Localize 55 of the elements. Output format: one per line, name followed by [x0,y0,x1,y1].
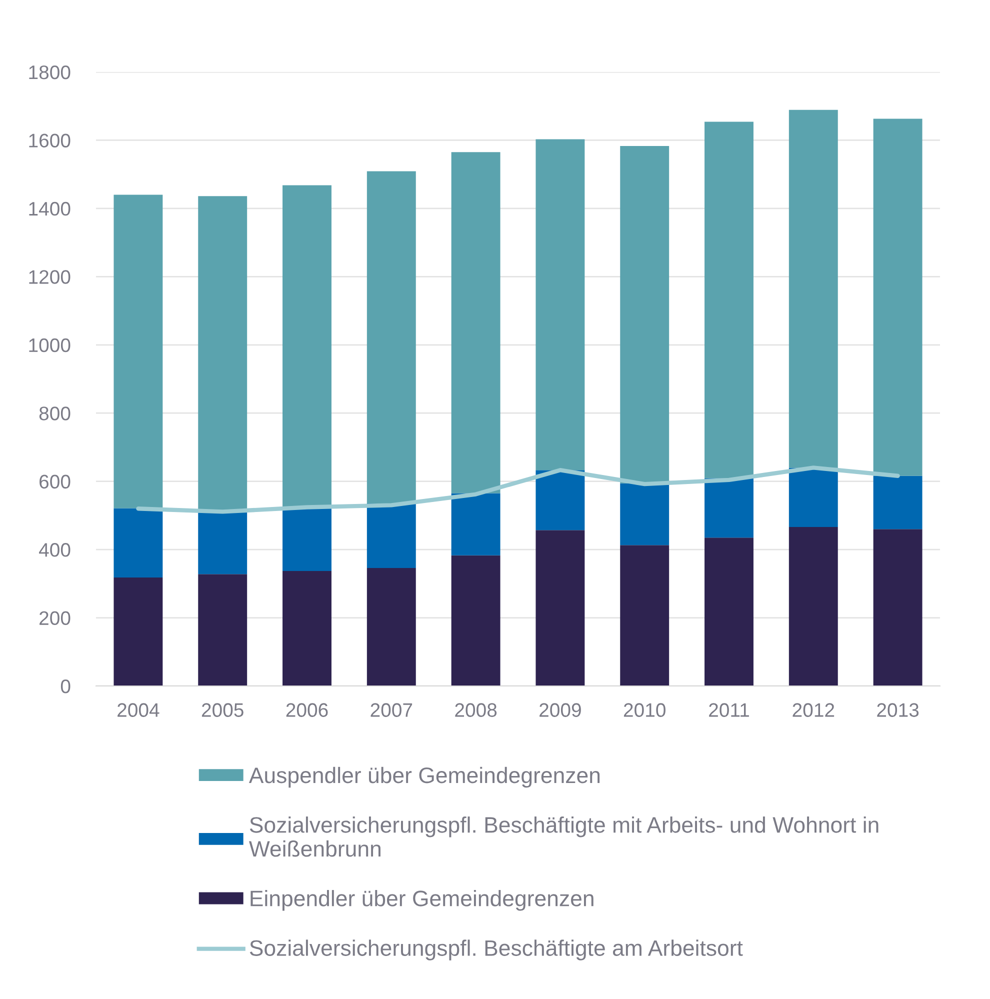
bar [366,504,416,568]
bar [198,574,248,686]
y-tick-label: 1000 [29,338,70,352]
bar [451,555,500,686]
bar [620,146,670,484]
x-tick-label: 2007 [370,703,412,717]
bar [282,506,332,572]
x-tick-label: 2006 [286,703,328,717]
x-tick-label: 2010 [624,703,666,717]
bar [114,578,163,686]
x-tick-label: 2011 [709,703,749,717]
bar [620,545,670,686]
line-series [136,466,900,514]
bar [873,529,922,686]
bar [114,508,163,578]
bar [788,527,838,686]
bar [282,571,332,686]
y-tick-label: 1800 [29,65,70,80]
bar [282,185,332,507]
bar [536,530,585,686]
bar [704,122,754,478]
bar [366,171,416,504]
x-tick-label: 2004 [118,703,160,717]
bar [366,568,416,686]
bar [620,483,670,546]
bar [451,152,500,494]
bar [873,476,922,530]
x-tick-label: 2008 [455,703,497,717]
legend-label: Einpendler über Gemeindegrenzen [250,890,594,911]
x-tick-label: 2009 [540,703,581,717]
bar [198,196,248,512]
bar [451,493,500,556]
y-tick-label: 600 [40,474,70,489]
bar [873,118,922,476]
x-tick-label: 2005 [202,703,244,717]
y-tick-label: 800 [39,406,70,420]
y-tick-label: 1400 [29,202,70,216]
bar [788,468,838,528]
legend-label: Sozialversicherungspfl. Beschäftigte mit Arbeits- und Wohnort in Weißenbrunn [248,816,878,857]
y-tick-label: 0 [60,679,70,694]
bar [704,538,754,686]
y-tick-label: 400 [39,543,70,557]
y-tick-label: 1200 [29,270,70,284]
y-tick-label: 200 [40,611,70,626]
bar [114,194,163,508]
legend-label: Sozialversicherungspfl. Beschäftigte am Arbeitsort [250,940,743,960]
bar [788,110,838,468]
legend-label: Auspendler über Gemeindegrenzen [248,766,600,788]
bar [198,511,248,574]
bar [704,478,754,538]
x-tick-label: 2012 [792,703,834,717]
bar [536,139,585,470]
y-tick-label: 1600 [29,134,70,148]
bar [536,470,585,530]
x-tick-label: 2013 [877,703,919,717]
